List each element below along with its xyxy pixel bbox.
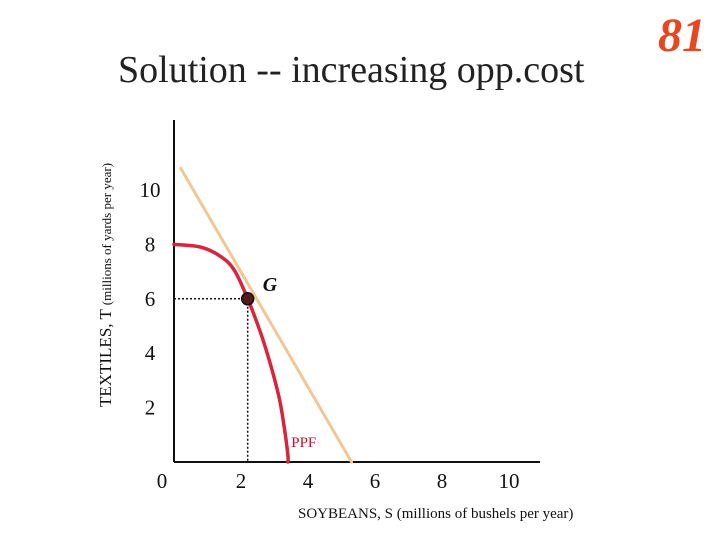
annotations: G PPF — [240, 274, 316, 451]
ppf-curve — [172, 242, 290, 464]
y-tick-label-4: 4 — [145, 341, 156, 365]
y-tick-label-8: 8 — [145, 232, 156, 256]
y-tick-label-10: 10 — [140, 178, 161, 202]
point-g-label: G — [263, 274, 278, 296]
tangent-line — [179, 166, 354, 464]
x-tick-label-0: 0 — [157, 469, 168, 493]
point-g-marker — [240, 292, 255, 306]
tick-labels: 0 2 4 6 8 10 10 8 6 4 2 — [140, 178, 520, 493]
x-tick-label-8: 8 — [437, 469, 448, 493]
x-tick-label-4: 4 — [303, 469, 314, 493]
x-tick-label-2: 2 — [236, 469, 247, 493]
y-tick-label-6: 6 — [145, 287, 156, 311]
axes — [173, 120, 540, 463]
x-tick-label-6: 6 — [370, 469, 381, 493]
ppf-label: PPF — [291, 435, 316, 451]
x-axis-label: SOYBEANS, S (millions of bushels per yea… — [298, 506, 574, 522]
guide-lines — [174, 298, 249, 462]
slide-number: 81 — [658, 9, 706, 62]
series-layer — [172, 166, 354, 464]
x-tick-label-10: 10 — [499, 469, 520, 493]
y-tick-label-2: 2 — [145, 396, 156, 420]
slide-title: Solution -- increasing opp.cost — [118, 49, 585, 91]
